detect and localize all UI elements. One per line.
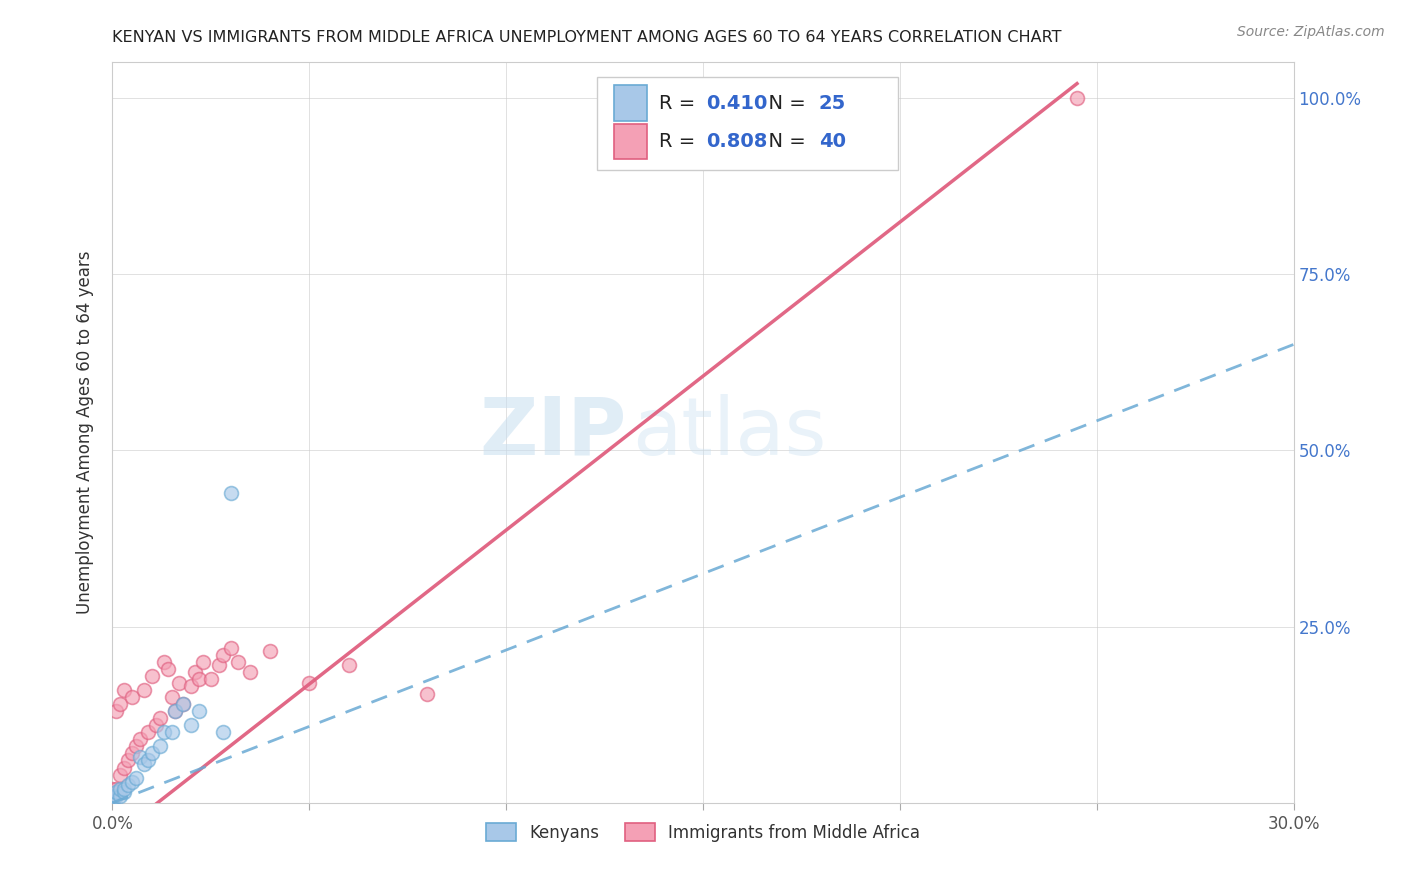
Point xyxy=(112,760,135,774)
Point xyxy=(208,658,231,673)
Point xyxy=(149,739,172,754)
Point xyxy=(259,644,281,658)
Point xyxy=(228,655,250,669)
Point xyxy=(219,640,242,655)
Point xyxy=(105,781,128,796)
Point xyxy=(132,683,155,698)
Text: KENYAN VS IMMIGRANTS FROM MIDDLE AFRICA UNEMPLOYMENT AMONG AGES 60 TO 64 YEARS C: KENYAN VS IMMIGRANTS FROM MIDDLE AFRICA … xyxy=(112,29,1062,45)
Point xyxy=(101,792,124,806)
Bar xyxy=(614,124,648,160)
Text: ZIP: ZIP xyxy=(479,393,626,472)
Point xyxy=(132,757,155,772)
Point xyxy=(211,648,233,662)
Point xyxy=(125,771,148,785)
Point xyxy=(129,750,152,764)
Point xyxy=(101,796,124,810)
Point xyxy=(101,789,124,803)
Point xyxy=(172,697,194,711)
Point xyxy=(152,725,174,739)
Point xyxy=(101,781,124,796)
Point xyxy=(136,754,159,768)
Point xyxy=(101,796,124,810)
Point xyxy=(141,669,163,683)
Point xyxy=(105,704,128,718)
Point xyxy=(152,655,174,669)
Point xyxy=(165,704,187,718)
Text: 25: 25 xyxy=(818,94,846,112)
Point xyxy=(110,697,132,711)
Point xyxy=(110,789,132,803)
Text: R =: R = xyxy=(659,94,702,112)
Text: Source: ZipAtlas.com: Source: ZipAtlas.com xyxy=(1237,25,1385,39)
Point xyxy=(129,732,152,747)
Text: 40: 40 xyxy=(818,132,846,151)
Point xyxy=(121,690,143,704)
Text: 0.808: 0.808 xyxy=(707,132,768,151)
Point xyxy=(180,718,202,732)
Point xyxy=(239,665,262,680)
Point xyxy=(112,683,135,698)
Point xyxy=(160,725,183,739)
Y-axis label: Unemployment Among Ages 60 to 64 years: Unemployment Among Ages 60 to 64 years xyxy=(76,251,94,615)
Point xyxy=(112,781,135,796)
Text: R =: R = xyxy=(659,132,702,151)
Point xyxy=(165,704,187,718)
Point xyxy=(141,747,163,761)
Point xyxy=(110,781,132,796)
Point xyxy=(416,686,439,700)
Point xyxy=(101,789,124,803)
Point xyxy=(105,785,128,799)
Point xyxy=(125,739,148,754)
Point xyxy=(110,767,132,781)
Legend: Kenyans, Immigrants from Middle Africa: Kenyans, Immigrants from Middle Africa xyxy=(478,815,928,850)
Point xyxy=(298,676,321,690)
Point xyxy=(145,718,167,732)
Point xyxy=(219,485,242,500)
Point xyxy=(160,690,183,704)
Point xyxy=(105,789,128,803)
Point xyxy=(172,697,194,711)
Point xyxy=(180,680,202,694)
Point xyxy=(117,754,139,768)
Point xyxy=(200,673,222,687)
Text: N =: N = xyxy=(756,94,813,112)
Point xyxy=(169,676,191,690)
Point xyxy=(156,662,179,676)
Point xyxy=(184,665,207,680)
Bar xyxy=(614,86,648,121)
Point xyxy=(149,711,172,725)
Point xyxy=(117,778,139,792)
Text: atlas: atlas xyxy=(633,393,827,472)
Point xyxy=(121,774,143,789)
Point xyxy=(211,725,233,739)
Point xyxy=(136,725,159,739)
Text: N =: N = xyxy=(756,132,813,151)
Point xyxy=(337,658,360,673)
Point xyxy=(191,655,214,669)
FancyBboxPatch shape xyxy=(596,78,898,169)
Point xyxy=(1066,91,1088,105)
Point xyxy=(112,785,135,799)
Point xyxy=(121,747,143,761)
Point xyxy=(188,704,211,718)
Point xyxy=(188,673,211,687)
Text: 0.410: 0.410 xyxy=(707,94,768,112)
